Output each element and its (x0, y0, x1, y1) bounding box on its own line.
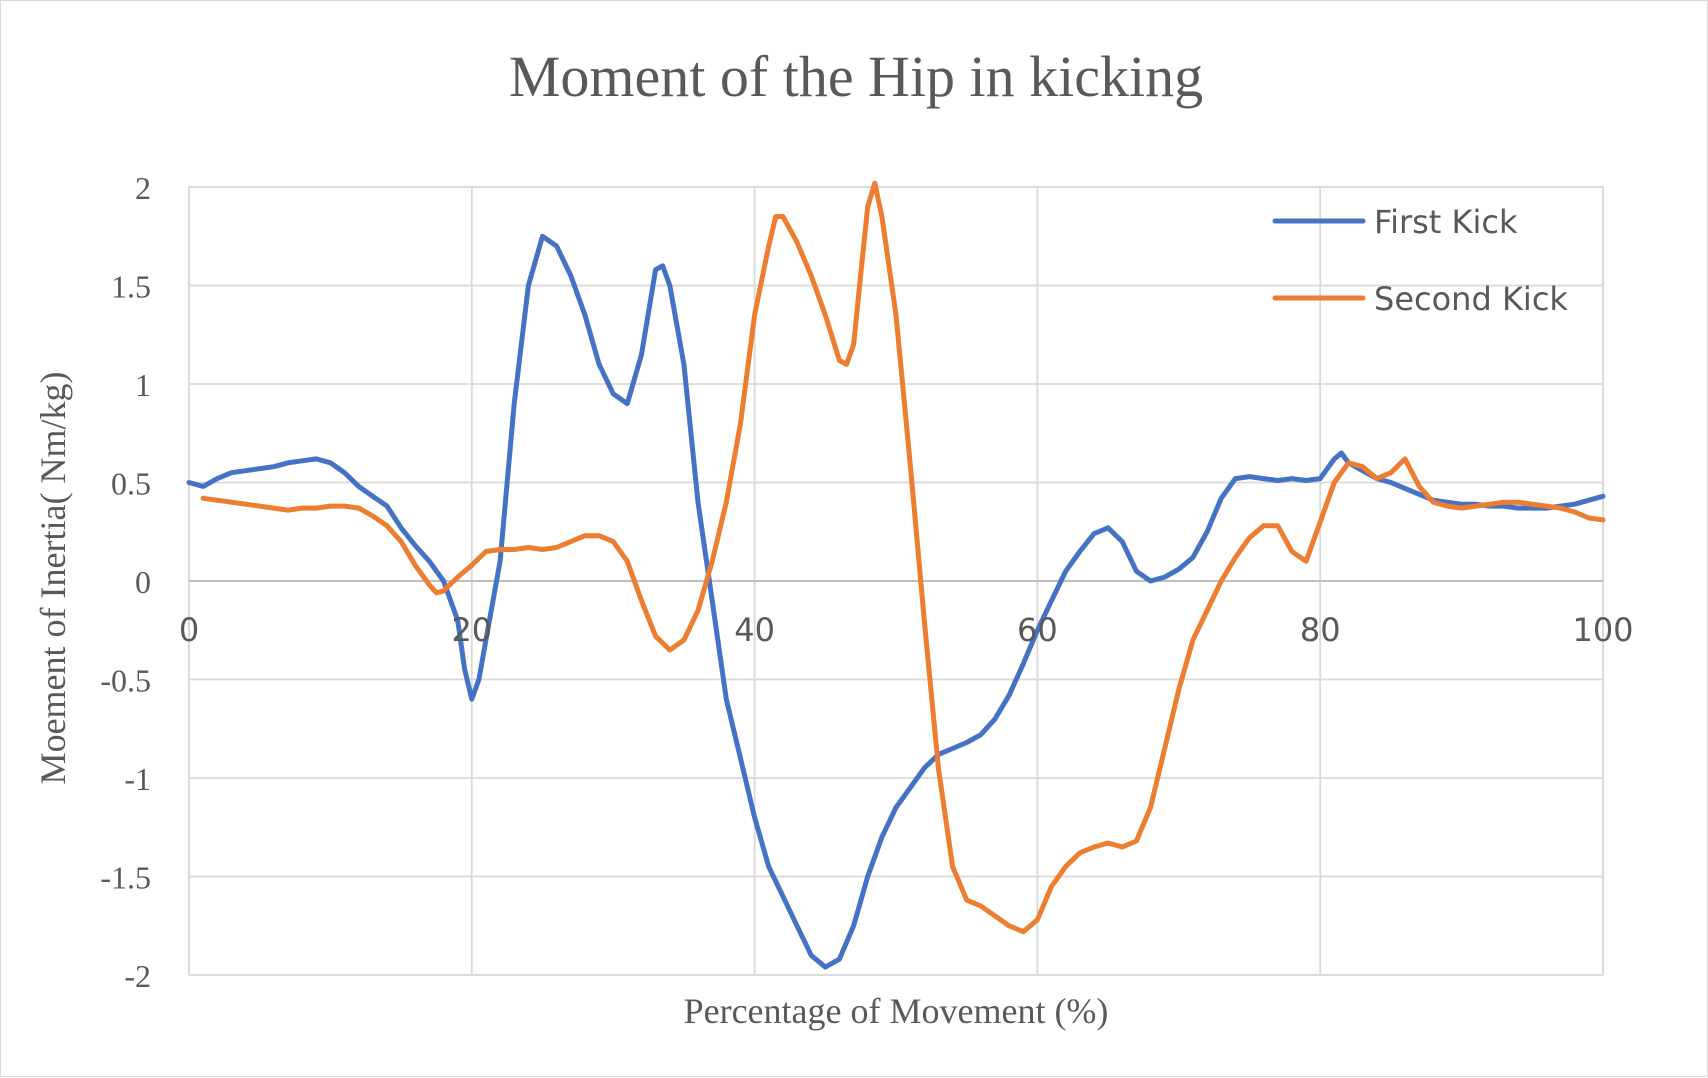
x-axis-label: Percentage of Movement (%) (684, 991, 1109, 1031)
legend-label-2: Second Kick (1374, 280, 1568, 318)
x-tick-label: 60 (1017, 611, 1058, 649)
y-tick-label: -1 (124, 761, 151, 797)
legend-label-1: First Kick (1374, 203, 1518, 241)
series-line-2 (200, 180, 1606, 935)
x-tick-label: 40 (734, 611, 775, 649)
y-tick-label: 0 (135, 564, 151, 600)
y-tick-label: 1 (135, 367, 151, 403)
chart-title: Moment of the Hip in kicking (509, 44, 1203, 109)
y-tick-label: 1.5 (111, 269, 151, 305)
y-tick-label: 0.5 (111, 466, 151, 502)
x-tick-label: 80 (1300, 611, 1341, 649)
x-tick-label: 0 (179, 611, 199, 649)
x-tick-label: 100 (1572, 611, 1633, 649)
y-tick-label: -2 (124, 958, 151, 994)
y-tick-label: -1.5 (100, 860, 151, 896)
legend: First Kick Second Kick (1272, 203, 1568, 318)
y-tick-label: 2 (135, 170, 151, 206)
y-tick-label: -0.5 (100, 663, 151, 699)
series-lines (186, 180, 1606, 970)
tick-labels: 2 1.5 1 0.5 0 -0.5 -1 -1.5 -2 0 20 40 60 80 100 (100, 170, 1633, 994)
series-line-1 (186, 233, 1606, 970)
x-tick-label: 20 (451, 611, 492, 649)
y-axis-label: Moement of Inertia( Nm/kg) (33, 372, 73, 785)
